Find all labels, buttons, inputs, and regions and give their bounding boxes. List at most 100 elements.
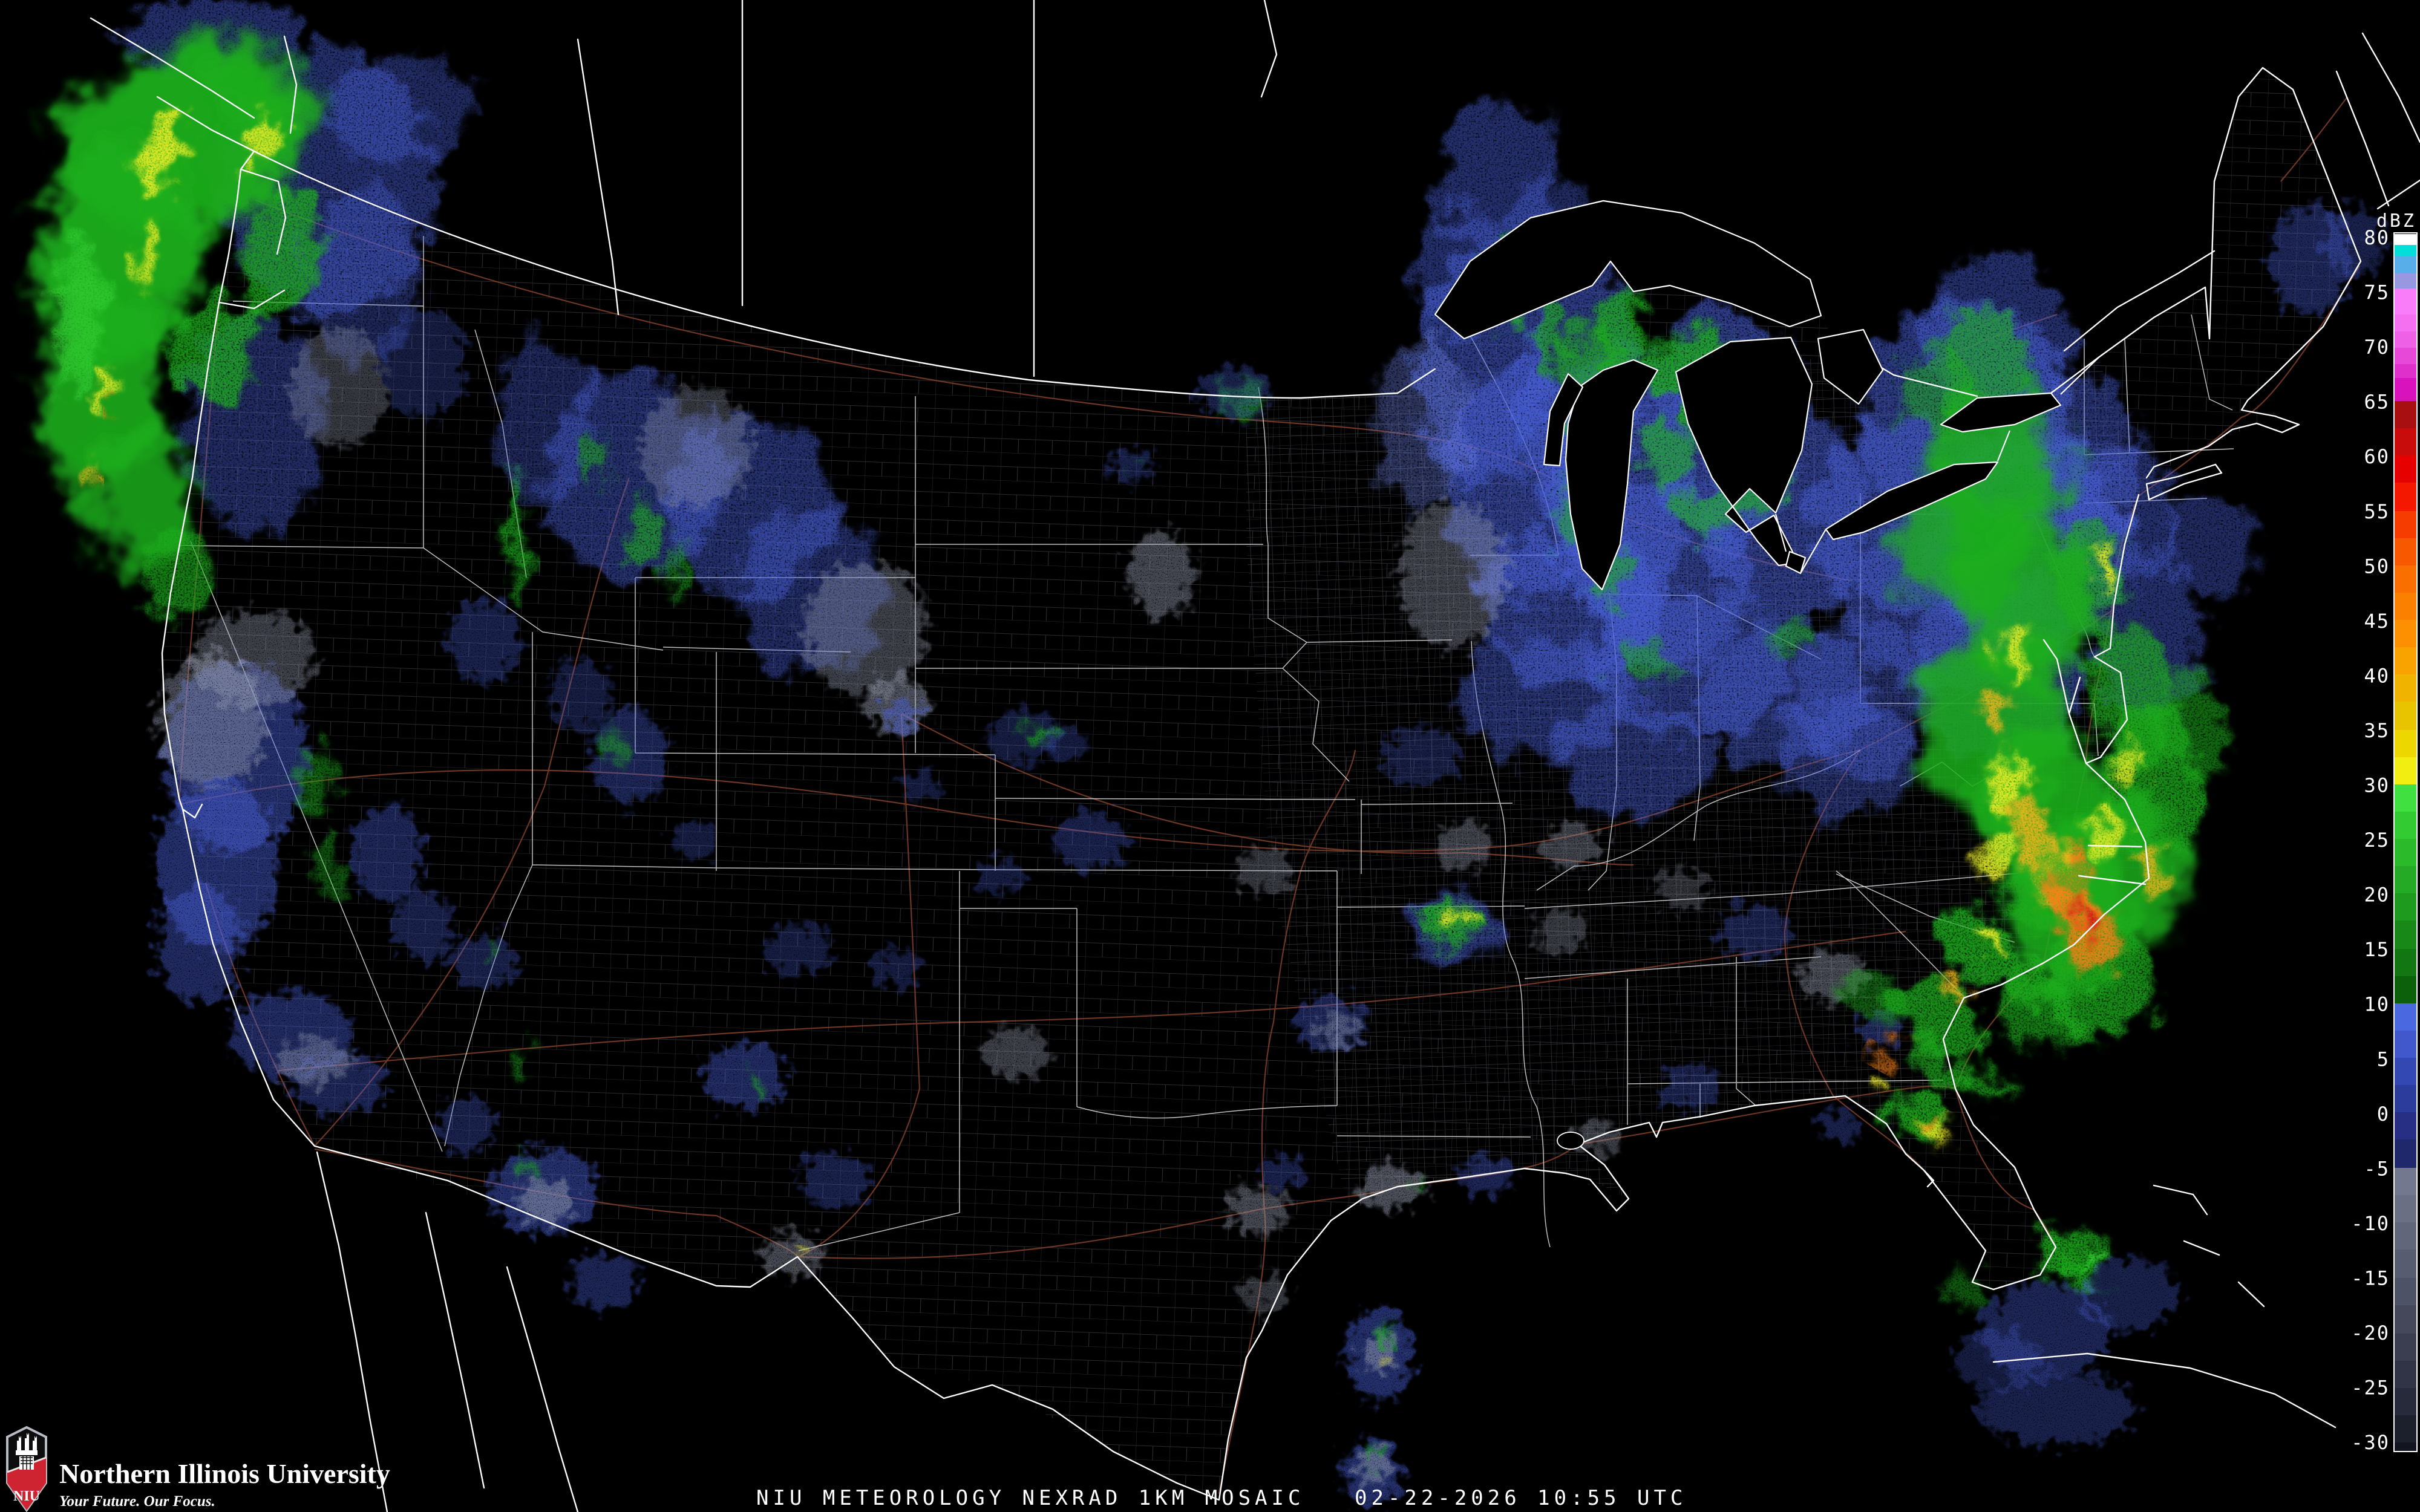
colorbar-segment — [2395, 1388, 2416, 1416]
radar-echo — [702, 1043, 786, 1110]
radar-echo — [1797, 617, 1930, 774]
radar-echo — [2081, 1258, 2178, 1331]
radar-echo — [1981, 832, 2012, 886]
radar-echo — [96, 373, 116, 407]
colorbar-segment — [2395, 234, 2416, 246]
colorbar-segment — [2395, 273, 2416, 289]
radar-echo — [2096, 544, 2115, 581]
radar-echo-layer — [41, 0, 2384, 1506]
colorbar-segment — [2395, 1222, 2416, 1250]
colorbar-segment — [2395, 1168, 2416, 1196]
colorbar-tick-label: 15 — [2364, 938, 2390, 961]
radar-echo — [882, 698, 921, 729]
green-bay — [1543, 373, 1584, 467]
radar-echo — [327, 54, 472, 163]
colorbar-segment — [2395, 1195, 2416, 1223]
radar-echo — [239, 189, 318, 319]
radar-echo — [519, 1158, 534, 1182]
colorbar-segment — [2395, 1305, 2416, 1334]
colorbar-segment — [2395, 866, 2416, 894]
radar-echo — [1382, 727, 1461, 785]
colorbar-tick-label: -25 — [2351, 1377, 2390, 1400]
lake-superior — [1434, 200, 1822, 340]
radar-echo — [1534, 910, 1588, 953]
caption-product: NIU METEOROLOGY NEXRAD 1KM MOSAIC — [756, 1486, 1305, 1510]
radar-echo — [2139, 844, 2169, 898]
radar-echo — [1237, 850, 1292, 892]
niu-shield-red — [7, 1458, 46, 1510]
radar-echo — [85, 460, 97, 484]
radar-echo — [194, 611, 315, 708]
radar-echo — [1316, 1013, 1358, 1043]
radar-echo — [1662, 1066, 1720, 1112]
colorbar-segment — [2395, 348, 2416, 365]
radar-echo — [1373, 339, 1470, 508]
radar-echo — [1892, 1034, 1908, 1047]
colorbar-tick-label: 80 — [2364, 226, 2390, 249]
caption-datetime: 02-22-2026 10:55 UTC — [1355, 1486, 1687, 1510]
radar-echo — [2038, 847, 2100, 894]
colorbar-tick-label: 25 — [2364, 829, 2390, 852]
radar-echo — [666, 550, 690, 599]
colorbar-tick-label: 65 — [2364, 391, 2390, 414]
radar-echo — [1718, 904, 1791, 959]
radar-echo — [1435, 824, 1493, 870]
bottom-caption: NIU METEOROLOGY NEXRAD 1KM MOSAIC 02-22-… — [756, 1486, 1687, 1510]
radar-echo — [351, 804, 424, 901]
radar-echo — [496, 339, 593, 508]
radar-echo — [513, 541, 530, 608]
colorbar-tick-label: 40 — [2364, 664, 2390, 687]
niu-acronym: NIU — [13, 1488, 40, 1504]
colorbar-tick-label: -10 — [2351, 1212, 2390, 1235]
colorbar-frame — [2393, 232, 2418, 1452]
radar-echo — [1767, 617, 1815, 653]
lake-michigan — [1565, 359, 1659, 591]
castle-icon — [16, 1433, 38, 1470]
radar-echo — [1978, 1373, 2136, 1445]
radar-echo — [485, 947, 502, 959]
colorbar-tick-label: 45 — [2364, 610, 2390, 633]
colorbar-segment — [2395, 256, 2416, 274]
radar-echo — [290, 327, 387, 448]
radar-echo — [762, 1234, 823, 1276]
radar-echo — [54, 236, 103, 393]
radar-echo — [901, 772, 938, 801]
colorbar: dBZ80757065605550454035302520151050-5-10… — [2351, 210, 2418, 1454]
radar-echo — [2160, 496, 2257, 593]
radar-echo — [569, 1255, 641, 1309]
radar-echo — [1646, 417, 1694, 490]
radar-echo — [1555, 696, 1712, 816]
radar-echo — [2000, 626, 2030, 680]
colorbar-segment — [2395, 1415, 2416, 1443]
radar-echo — [169, 296, 254, 405]
radar-echo — [641, 387, 750, 508]
colorbar-tick-label: 70 — [2364, 336, 2390, 359]
radar-echo — [1198, 366, 1270, 420]
radar-echo — [1833, 974, 1906, 1022]
radar-echo — [765, 924, 832, 975]
radar-echo — [201, 51, 307, 130]
colorbar-tick-label: 60 — [2364, 445, 2390, 468]
radar-echo — [593, 708, 666, 804]
colorbar-segment — [2395, 1250, 2416, 1279]
colorbar-tick-label: 30 — [2364, 774, 2390, 797]
radar-echo — [805, 562, 926, 696]
colorbar-segment — [2395, 1334, 2416, 1361]
georgian-bay — [1817, 328, 1884, 405]
colorbar-tick-label: 35 — [2364, 719, 2390, 742]
radar-echo — [1928, 907, 2053, 1005]
colorbar-segment — [2395, 245, 2416, 256]
colorbar-segment — [2395, 784, 2416, 812]
niu-tagline: Your Future. Our Focus. — [59, 1493, 215, 1510]
radar-echo — [626, 499, 657, 565]
radar-echo — [1872, 1051, 1891, 1066]
colorbar-segment — [2395, 288, 2416, 315]
radar-echo — [551, 659, 611, 732]
connecting-rivers — [1774, 356, 2100, 574]
colorbar-tick-label: 20 — [2364, 884, 2390, 907]
radar-echo — [1676, 490, 1736, 538]
colorbar-tick-label: -30 — [2351, 1431, 2390, 1454]
colorbar-title: dBZ — [2376, 210, 2416, 232]
radar-echo — [1544, 824, 1602, 870]
